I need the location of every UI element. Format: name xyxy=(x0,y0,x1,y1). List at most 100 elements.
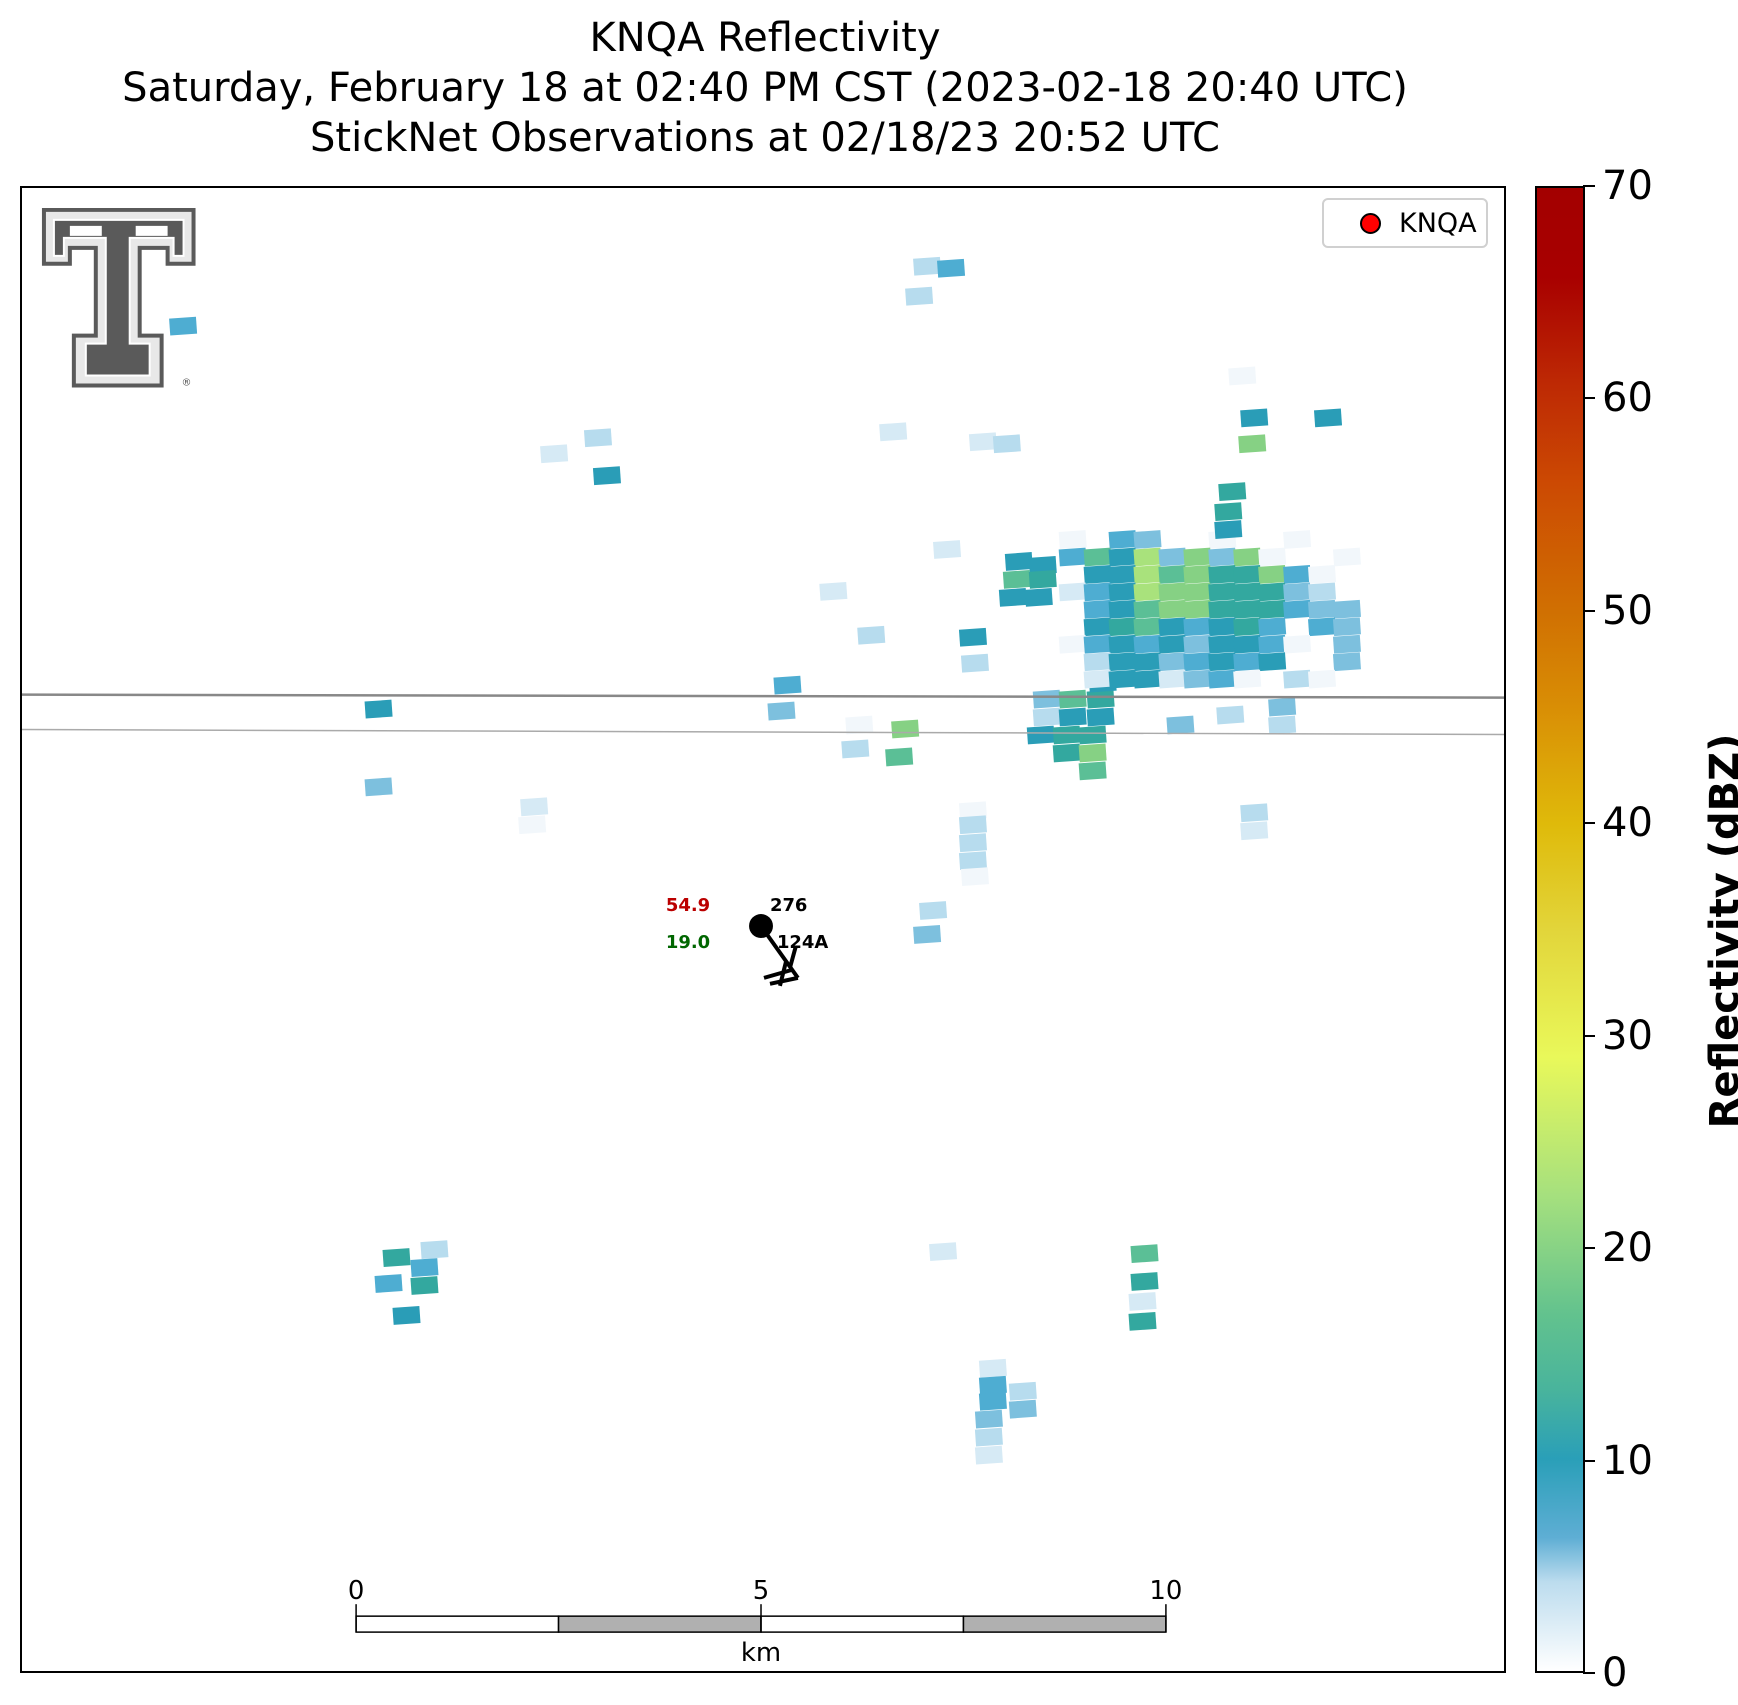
echo-pixel xyxy=(1283,599,1312,619)
texas-tech-double-t-logo: ® xyxy=(41,207,196,388)
echo-pixel xyxy=(1308,565,1337,584)
radar-map[interactable]: ® 54.9 19.0 276 124A 0 xyxy=(20,186,1506,1673)
scale-tick-0: 0 xyxy=(348,1576,365,1606)
echo-pixel xyxy=(1258,652,1287,672)
echo-pixel xyxy=(958,815,987,835)
colorbar-tick-mark xyxy=(1583,185,1595,187)
echo-pixel xyxy=(1183,669,1212,689)
echo-pixel xyxy=(1158,617,1187,637)
echo-pixel xyxy=(1133,565,1162,584)
echo-pixel xyxy=(1108,634,1137,654)
echo-pixel xyxy=(974,1427,1003,1447)
echo-pixel xyxy=(1258,634,1287,654)
echo-pixel xyxy=(1108,530,1137,549)
scale-bar: 0 5 10 km xyxy=(348,1576,1183,1668)
echo-pixel xyxy=(992,434,1021,454)
echo-pixel xyxy=(1158,547,1187,567)
echo-pixel xyxy=(1078,725,1107,745)
echo-pixel xyxy=(364,699,393,719)
echo-pixel xyxy=(1233,634,1262,654)
echo-pixel xyxy=(583,428,613,448)
title-line-2: Saturday, February 18 at 02:40 PM CST (2… xyxy=(122,65,1408,111)
echo-pixel xyxy=(1083,582,1112,602)
sticknet-station-124A[interactable]: 54.9 19.0 276 124A xyxy=(666,895,829,987)
echo-pixel xyxy=(1228,366,1257,386)
echo-pixel xyxy=(1268,697,1297,717)
echo-pixel xyxy=(1026,725,1055,745)
colorbar-tick-mark xyxy=(1583,1034,1595,1037)
echo-pixel xyxy=(1214,520,1243,539)
echo-pixel xyxy=(913,925,942,944)
echo-pixel xyxy=(1233,617,1262,637)
colorbar-tick-label: 40 xyxy=(1602,800,1653,847)
echo-pixel xyxy=(592,466,621,486)
echo-pixel xyxy=(410,1276,439,1295)
echo-pixel xyxy=(1233,547,1262,567)
echo-pixel xyxy=(1133,634,1162,654)
echo-pixel xyxy=(1240,803,1269,823)
echo-pixel xyxy=(1086,707,1115,727)
echo-pixel xyxy=(1108,599,1137,619)
station-temperature: 54.9 xyxy=(666,895,710,916)
echo-pixel xyxy=(1258,582,1287,602)
echo-pixel xyxy=(1208,582,1237,602)
echo-pixel xyxy=(518,815,547,835)
echo-pixel xyxy=(819,581,848,601)
echo-pixel xyxy=(845,715,874,735)
echo-pixel xyxy=(1214,502,1243,521)
echo-pixel xyxy=(1233,582,1262,602)
echo-pixel xyxy=(1308,582,1337,602)
echo-pixel xyxy=(767,701,796,721)
reflectivity-echoes xyxy=(169,256,1361,1465)
colorbar-tick-label: 10 xyxy=(1602,1437,1653,1484)
legend-label: KNQA xyxy=(1399,207,1477,239)
echo-pixel xyxy=(1158,652,1187,672)
echo-pixel xyxy=(1158,634,1187,654)
echo-pixel xyxy=(1233,652,1262,672)
echo-pixel xyxy=(1083,599,1112,619)
echo-pixel xyxy=(978,1358,1007,1378)
echo-pixel xyxy=(1216,705,1245,725)
echo-pixel xyxy=(1108,669,1137,689)
echo-pixel xyxy=(1058,689,1087,709)
echo-pixel xyxy=(1332,547,1361,567)
echo-pixel xyxy=(1283,669,1312,689)
echo-pixel xyxy=(1218,482,1247,502)
reflectivity-colorbar xyxy=(1535,186,1585,1673)
echo-pixel xyxy=(933,540,962,559)
echo-pixel xyxy=(1238,434,1267,454)
echo-pixel xyxy=(1208,634,1237,654)
echo-pixel xyxy=(1052,743,1081,763)
echo-pixel xyxy=(1283,565,1312,584)
colorbar-tick-label: 30 xyxy=(1602,1012,1653,1059)
echo-pixel xyxy=(1083,565,1112,584)
echo-pixel xyxy=(1028,570,1057,589)
echo-pixel xyxy=(1158,582,1187,602)
echo-pixel xyxy=(958,851,987,871)
echo-pixel xyxy=(1086,689,1115,709)
echo-pixel xyxy=(1258,547,1287,567)
echo-pixel xyxy=(1058,707,1087,727)
title-line-3: StickNet Observations at 02/18/23 20:52 … xyxy=(310,115,1220,161)
echo-pixel xyxy=(1008,1399,1037,1419)
echo-pixel xyxy=(1128,1312,1157,1331)
echo-pixel xyxy=(1283,582,1312,602)
echo-pixel xyxy=(1313,408,1343,428)
radar-map-canvas: ® 54.9 19.0 276 124A 0 xyxy=(22,207,1504,1668)
boundary-line xyxy=(22,728,1504,736)
echo-pixel xyxy=(1240,821,1269,841)
station-id: 124A xyxy=(777,932,828,953)
echo-pixel xyxy=(1133,617,1162,637)
echo-pixel xyxy=(841,739,870,759)
echo-pixel xyxy=(1083,669,1112,689)
echo-pixel xyxy=(1032,707,1061,727)
scale-unit: km xyxy=(741,1638,781,1668)
colorbar-tick-label: 70 xyxy=(1602,163,1653,209)
echo-pixel xyxy=(1058,547,1087,567)
echo-pixel xyxy=(1208,669,1237,689)
echo-pixel xyxy=(1032,689,1061,709)
echo-pixel xyxy=(540,444,569,464)
echo-pixel xyxy=(1108,582,1137,602)
station-dewpoint: 19.0 xyxy=(666,932,710,953)
echo-pixel xyxy=(891,719,920,739)
